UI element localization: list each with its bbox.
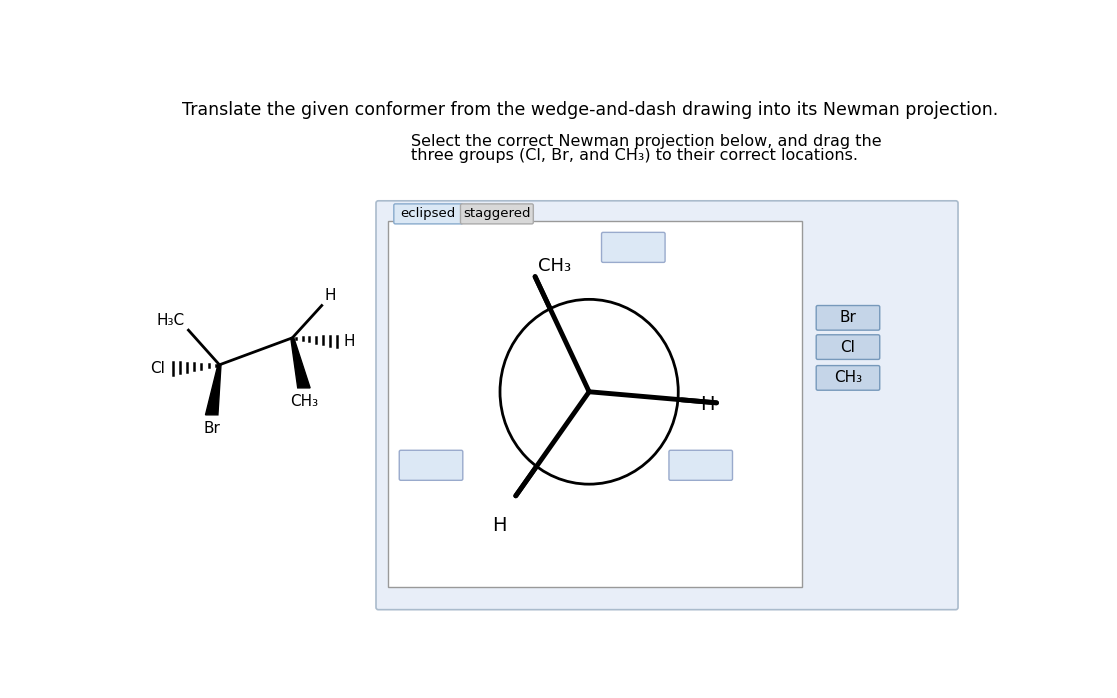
Text: Translate the given conformer from the wedge-and-dash drawing into its Newman pr: Translate the given conformer from the w…	[182, 101, 999, 119]
Text: H: H	[700, 394, 715, 413]
FancyBboxPatch shape	[817, 335, 880, 359]
FancyBboxPatch shape	[399, 450, 462, 480]
Text: eclipsed: eclipsed	[401, 207, 456, 221]
Text: CH₃: CH₃	[538, 257, 571, 275]
Text: CH₃: CH₃	[834, 371, 862, 385]
FancyBboxPatch shape	[394, 204, 462, 224]
FancyBboxPatch shape	[460, 204, 533, 224]
Text: H: H	[324, 288, 335, 303]
Text: H: H	[491, 516, 506, 535]
Text: Br: Br	[203, 421, 220, 436]
Text: three groups (Cl, Br, and CH₃) to their correct locations.: three groups (Cl, Br, and CH₃) to their …	[411, 148, 858, 163]
Text: staggered: staggered	[464, 207, 531, 221]
Text: CH₃: CH₃	[290, 394, 318, 409]
Text: Br: Br	[840, 311, 857, 325]
FancyBboxPatch shape	[602, 232, 665, 262]
FancyBboxPatch shape	[388, 221, 802, 586]
Text: Select the correct Newman projection below, and drag the: Select the correct Newman projection bel…	[411, 134, 881, 149]
Text: H₃C: H₃C	[156, 313, 184, 328]
Text: Cl: Cl	[840, 340, 856, 355]
Polygon shape	[290, 338, 311, 388]
Text: H: H	[343, 334, 355, 349]
FancyBboxPatch shape	[817, 306, 880, 330]
FancyBboxPatch shape	[669, 450, 733, 480]
FancyBboxPatch shape	[376, 201, 958, 609]
FancyBboxPatch shape	[817, 366, 880, 390]
Text: Cl: Cl	[151, 361, 165, 376]
Polygon shape	[206, 365, 221, 415]
